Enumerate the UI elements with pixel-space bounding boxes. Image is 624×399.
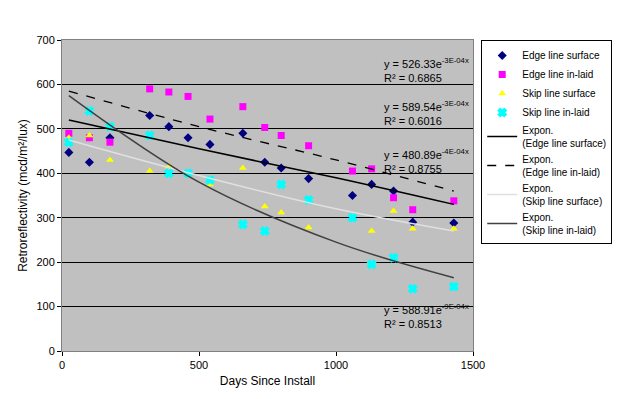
- svg-text:Skip line in-laid: Skip line in-laid: [522, 107, 589, 118]
- svg-text:Expon.(Skip line in-laid): Expon.(Skip line in-laid): [522, 212, 596, 236]
- svg-text:y = 480.89e​-4E-04x​R² = 0.875: y = 480.89e​-4E-04x​R² = 0.8755: [384, 147, 469, 175]
- svg-text:Days Since Install: Days Since Install: [220, 374, 315, 388]
- svg-text:Expon.(Edge line surface): Expon.(Edge line surface): [522, 125, 606, 149]
- svg-text:Retroreflectivity (mcd/m²/lux): Retroreflectivity (mcd/m²/lux): [16, 119, 30, 272]
- svg-text:200: 200: [36, 256, 54, 268]
- svg-text:500: 500: [190, 359, 208, 371]
- svg-text:Edge line surface: Edge line surface: [522, 50, 600, 61]
- svg-text:400: 400: [36, 167, 54, 179]
- svg-text:700: 700: [36, 34, 54, 46]
- svg-text:y = 588.91e​-9E-04x​R² = 0.851: y = 588.91e​-9E-04x​R² = 0.8513: [384, 302, 469, 330]
- svg-text:1000: 1000: [324, 359, 348, 371]
- svg-text:0: 0: [49, 345, 55, 357]
- svg-text:Edge line in-laid: Edge line in-laid: [522, 69, 593, 80]
- svg-text:1500: 1500: [461, 359, 485, 371]
- svg-text:100: 100: [36, 300, 54, 312]
- svg-text:y = 526.33e​-3E-04x​R² = 0.686: y = 526.33e​-3E-04x​R² = 0.6865: [384, 56, 469, 84]
- svg-text:500: 500: [36, 123, 54, 135]
- svg-text:600: 600: [36, 78, 54, 90]
- svg-text:Expon.(Edge line in-laid): Expon.(Edge line in-laid): [522, 154, 600, 178]
- svg-text:300: 300: [36, 212, 54, 224]
- svg-text:Skip line surface: Skip line surface: [522, 88, 596, 99]
- svg-text:y = 589.54e​-3E-04x​R² = 0.601: y = 589.54e​-3E-04x​R² = 0.6016: [384, 99, 469, 127]
- svg-text:Expon.(Skip line surface): Expon.(Skip line surface): [522, 183, 602, 207]
- svg-text:0: 0: [59, 359, 65, 371]
